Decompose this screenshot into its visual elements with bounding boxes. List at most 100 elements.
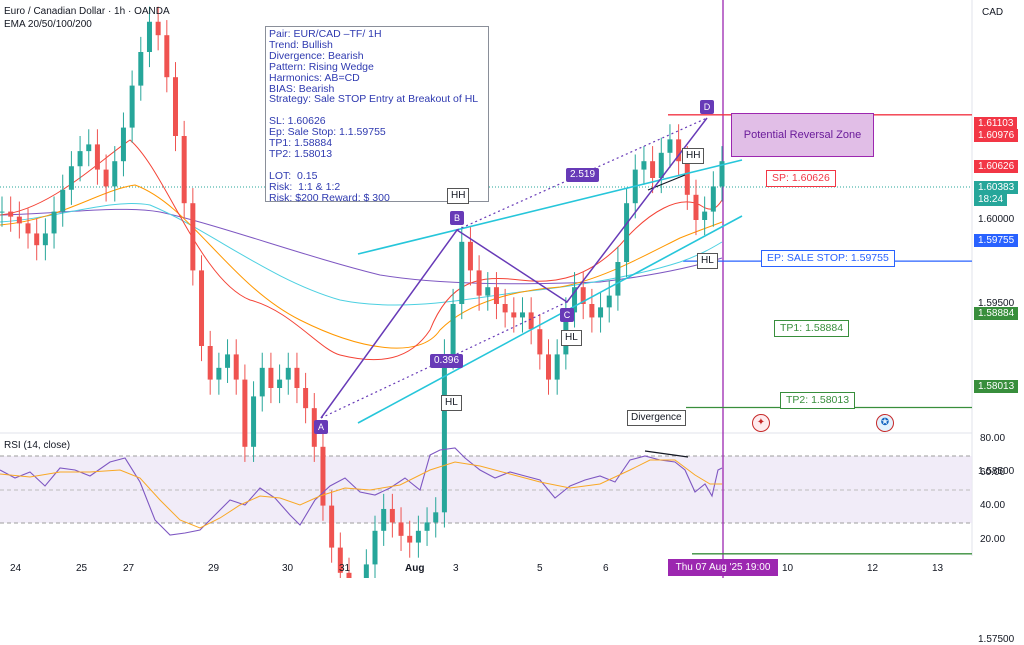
- tp2-price-tag: 1.58013: [974, 380, 1019, 393]
- time-tick-label: 25: [76, 563, 88, 574]
- abcd-pattern: [320, 117, 708, 419]
- rsi-title[interactable]: RSI (14, close): [4, 440, 71, 451]
- rsi-tick-label: 80.00: [980, 433, 1006, 445]
- candle-body: [511, 312, 517, 318]
- candle-body: [251, 396, 257, 447]
- candle-body: [407, 535, 413, 543]
- time-tick-label: 29: [208, 563, 220, 574]
- rsi-tick-label: 60.00: [980, 466, 1006, 478]
- info-line: Risk: 1:1 & 1:2: [269, 180, 341, 193]
- time-tick-label: 30: [282, 563, 294, 574]
- ema-20-line: [0, 139, 723, 361]
- currency-label[interactable]: CAD: [982, 7, 1004, 18]
- info-line: LOT: 0.15: [269, 169, 318, 182]
- candle-body: [129, 85, 135, 128]
- candle-body: [268, 367, 274, 388]
- info-line: TP1: 1.58884: [269, 137, 333, 150]
- candle-body: [572, 287, 578, 313]
- point-b-badge: B: [450, 211, 464, 225]
- wedge-upper-line: [357, 159, 743, 255]
- candle-body: [51, 211, 57, 234]
- candle-body: [155, 21, 161, 36]
- info-line: Harmonics: AB=CD: [269, 71, 360, 84]
- candle-body: [476, 270, 482, 296]
- candle-body: [363, 564, 369, 578]
- candle-body: [485, 287, 491, 296]
- eu-flag-icon[interactable]: ✪: [876, 414, 894, 432]
- ratio-badge-2: 2.519: [566, 168, 600, 182]
- time-tick-label: 3: [453, 563, 459, 574]
- candle-body: [719, 161, 725, 187]
- sp-price-tag: 1.60626: [974, 160, 1019, 173]
- ema-100-line: [0, 203, 723, 306]
- ca-flag-icon[interactable]: ✦: [752, 414, 770, 432]
- potential-reversal-zone[interactable]: Potential Reversal Zone: [731, 113, 874, 157]
- candle-body: [68, 166, 74, 190]
- ep-level-label: EP: SALE STOP: 1.59755: [761, 250, 895, 267]
- candle-body: [138, 52, 144, 86]
- hl-label-3: HL: [697, 253, 718, 269]
- info-line: Pair: EUR/CAD –TF/ 1H: [269, 28, 382, 40]
- candle-body: [0, 211, 5, 213]
- current-price-tag: 1.60383: [974, 181, 1019, 194]
- info-line: SL: 1.60626: [269, 115, 326, 128]
- candle-body: [303, 388, 309, 409]
- ema-50-line: [0, 184, 723, 349]
- info-line: Divergence: Bearish: [269, 49, 364, 62]
- candle-body: [684, 161, 690, 195]
- candle-body: [285, 367, 291, 380]
- candle-body: [693, 194, 699, 220]
- candle-body: [537, 329, 543, 355]
- hl-label-1: HL: [441, 395, 462, 411]
- candle-body: [277, 379, 283, 388]
- bar-countdown: 18:24: [974, 193, 1008, 206]
- candle-body: [233, 354, 239, 380]
- tp1-price-tag: 1.58884: [974, 307, 1019, 320]
- candle-body: [86, 144, 92, 152]
- sp-level-label: SP: 1.60626: [766, 170, 836, 187]
- symbol-title[interactable]: Euro / Canadian Dollar · 1h · OANDA: [4, 6, 170, 17]
- candle-body: [528, 312, 534, 330]
- time-tick-label: 10: [782, 563, 794, 574]
- prz-top-price: 1.61103: [974, 117, 1018, 130]
- time-tick-label: 13: [932, 563, 944, 574]
- candle-body: [493, 287, 499, 304]
- hh-label-2: HH: [682, 148, 705, 164]
- rsi-tick-label: 40.00: [980, 500, 1006, 512]
- candle-body: [580, 287, 586, 304]
- candle-body: [467, 241, 473, 271]
- info-line: Risk: $200 Reward: $ 300: [269, 191, 390, 204]
- candle-body: [172, 77, 178, 136]
- candle-body: [337, 547, 343, 573]
- candle-body: [207, 346, 213, 380]
- candle-body: [398, 522, 404, 536]
- candle-body: [710, 186, 716, 212]
- candle-body: [94, 144, 100, 170]
- candle-body: [519, 312, 525, 318]
- candle-body: [415, 530, 421, 543]
- point-c-badge: C: [560, 308, 574, 322]
- price-chart[interactable]: [0, 0, 1024, 578]
- candle-body: [8, 211, 14, 217]
- candle-body: [598, 307, 604, 318]
- candle-body: [381, 508, 387, 531]
- candle-body: [346, 572, 352, 578]
- candle-body: [112, 161, 118, 187]
- candle-body: [329, 505, 335, 548]
- rsi-divergence-line: [644, 450, 689, 458]
- rsi-line: [0, 447, 723, 536]
- candle-body: [164, 35, 170, 78]
- candle-body: [60, 189, 66, 212]
- trade-setup-note[interactable]: Pair: EUR/CAD –TF/ 1H Trend: Bullish Diver…: [265, 26, 489, 204]
- time-cursor-badge: Thu 07 Aug '25 19:00: [668, 559, 778, 576]
- indicator-legend[interactable]: EMA 20/50/100/200: [4, 19, 92, 30]
- price-tick-label: 1.58500: [978, 466, 1015, 477]
- candle-body: [450, 304, 456, 355]
- info-line: TP2: 1.58013: [269, 147, 333, 160]
- time-tick-label: 12: [867, 563, 879, 574]
- time-tick-label: 24: [10, 563, 22, 574]
- hl-label-2: HL: [561, 330, 582, 346]
- ep-price-tag: 1.59755: [974, 234, 1019, 247]
- candle-body: [459, 241, 465, 304]
- point-d-badge: D: [700, 100, 714, 114]
